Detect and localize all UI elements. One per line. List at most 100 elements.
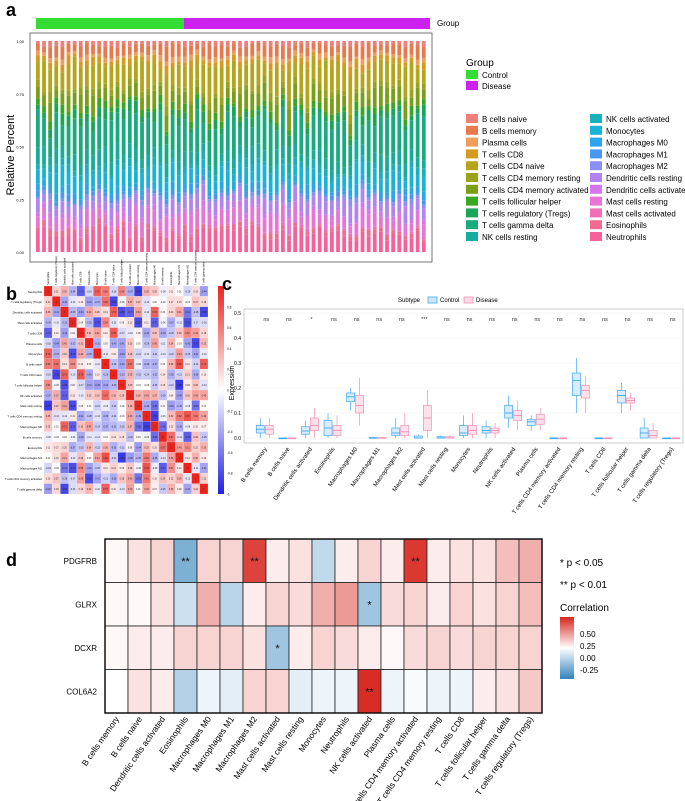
heatmap-cell: [449, 538, 474, 583]
stack-segment: [72, 216, 77, 221]
matrix-cell-value: -0.05: [119, 302, 125, 304]
stack-segment: [164, 214, 169, 217]
matrix-cell-value: -0.14: [177, 437, 183, 439]
stack-segment: [146, 45, 151, 56]
stack-segment: [78, 239, 83, 244]
legend-celltype-label: Macrophages M1: [606, 150, 668, 159]
legend-celltype-label: Plasma cells: [482, 139, 527, 148]
stack-segment: [189, 194, 193, 200]
stack-segment: [164, 61, 169, 66]
stack-segment: [397, 41, 402, 45]
matrix-cell-value: -0.44: [45, 489, 51, 491]
stack-segment: [42, 164, 46, 169]
stack-segment: [189, 211, 193, 216]
matrix-cell-value: 0.03: [161, 364, 166, 366]
matrix-cell-value: -0.40: [86, 375, 92, 377]
stack-segment: [189, 233, 193, 237]
stack-segment: [305, 128, 310, 135]
panel-a-ytick: 0.25: [16, 197, 25, 202]
stack-segment: [207, 62, 212, 67]
stack-segment: [121, 163, 126, 171]
stack-segment: [97, 97, 102, 108]
stack-segment: [348, 240, 353, 252]
panel-a-ylabel: Relative Percent: [5, 115, 17, 196]
stack-segment: [36, 104, 40, 110]
stack-segment: [354, 58, 359, 69]
stack-segment: [66, 115, 71, 127]
matrix-cell-value: -0.72: [62, 395, 68, 397]
stack-segment: [256, 110, 261, 116]
stack-segment: [281, 178, 285, 183]
stack-segment: [207, 178, 212, 191]
matrix-cell-value: 0.44: [95, 458, 100, 460]
stack-segment: [127, 199, 132, 217]
stack-segment: [213, 226, 218, 228]
stack-segment: [317, 214, 322, 223]
stack-segment: [127, 216, 132, 223]
matrix-scale-tick: 0.8: [227, 305, 232, 309]
stack-segment: [109, 233, 114, 236]
stack-segment: [372, 41, 377, 46]
stack-segment: [397, 193, 402, 200]
matrix-cell-value: 0.28: [95, 395, 100, 397]
stack-segment: [121, 194, 126, 200]
stack-segment: [189, 183, 193, 192]
matrix-cell-value: -0.37: [45, 395, 51, 397]
legend-swatch: [590, 232, 602, 241]
matrix-scale-tick: -0.8: [227, 472, 233, 476]
stack-segment: [127, 195, 132, 198]
stack-segment: [317, 173, 322, 183]
stack-segment: [293, 206, 298, 223]
stack-segment: [293, 98, 298, 107]
panel-c-significance: ns: [331, 317, 337, 323]
stack-segment: [354, 92, 359, 102]
matrix-cell-value: 0.14: [103, 312, 108, 314]
stack-segment: [219, 166, 224, 182]
matrix-cell-value: -0.37: [152, 364, 158, 366]
matrix-cell-value: -0.28: [193, 312, 199, 314]
stack-segment: [36, 227, 40, 233]
stack-segment: [219, 225, 224, 232]
stack-segment: [66, 41, 71, 44]
stack-segment: [354, 223, 359, 234]
stack-segment: [232, 191, 236, 194]
stack-segment: [348, 179, 353, 190]
box-body: [581, 385, 590, 399]
heatmap-row-label: PDGFRB: [64, 557, 97, 566]
stack-segment: [146, 63, 151, 89]
stack-segment: [244, 225, 249, 229]
stack-segment: [330, 41, 334, 47]
matrix-cell-value: 0.36: [169, 364, 174, 366]
box-body: [346, 392, 355, 403]
stack-segment: [366, 214, 371, 229]
matrix-cell-value: 0.62: [177, 416, 182, 418]
matrix-colorbar: [218, 286, 224, 494]
matrix-cell-value: -0.79: [185, 323, 191, 325]
heatmap-cell: [449, 669, 474, 714]
stack-segment: [201, 175, 206, 181]
stack-segment: [158, 41, 163, 44]
matrix-cell-value: 0.15: [54, 458, 59, 460]
matrix-cell-value: -0.83: [62, 489, 68, 491]
matrix-cell-value: -0.24: [95, 427, 101, 429]
stack-segment: [183, 166, 187, 173]
matrix-cell-value: -0.82: [70, 406, 76, 408]
stack-segment: [60, 218, 65, 230]
heatmap-cell: [380, 625, 405, 670]
legend-swatch: [466, 208, 478, 218]
legend-celltype-label: Mast cells activated: [606, 209, 676, 218]
stack-segment: [317, 186, 322, 191]
stack-segment: [103, 87, 108, 101]
stack-segment: [109, 220, 114, 227]
matrix-cell-value: 0.43: [79, 479, 84, 481]
stack-segment: [232, 230, 236, 252]
matrix-cell-value: 0.16: [46, 479, 51, 481]
matrix-cell-value: -0.63: [136, 479, 142, 481]
matrix-cell-value: -0.22: [168, 354, 174, 356]
stack-segment: [244, 158, 249, 168]
matrix-cell-value: 0.11: [144, 323, 149, 325]
stack-segment: [91, 88, 95, 96]
stack-segment: [421, 241, 426, 252]
stack-segment: [354, 240, 359, 252]
stack-segment: [219, 41, 224, 45]
